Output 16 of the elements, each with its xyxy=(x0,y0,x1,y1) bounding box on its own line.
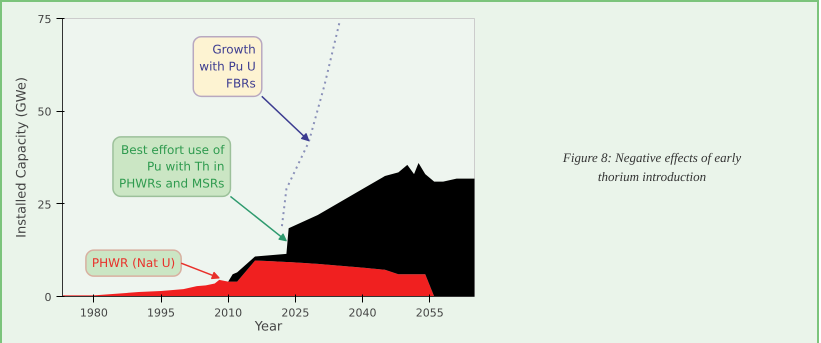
x-tick-label: 2010 xyxy=(214,306,242,320)
x-tick-label: 2040 xyxy=(348,306,377,320)
annotation: PHWR (Nat U) xyxy=(92,256,176,270)
y-tick-label: 25 xyxy=(38,198,52,212)
x-tick-label: 2025 xyxy=(281,306,310,320)
y-tick-label: 50 xyxy=(38,106,52,119)
annotation: Best effort use of Pu with Th in PHWRs and MSRs xyxy=(118,142,226,190)
x-tick-label: 1995 xyxy=(147,306,176,320)
x-tick-label: 2055 xyxy=(416,306,444,320)
y-tick-label: 0 xyxy=(44,291,52,304)
y-tick-label: 75 xyxy=(38,13,52,26)
x-tick-label: 1980 xyxy=(80,306,108,320)
x-axis-title: Year xyxy=(254,320,283,334)
caption: Figure 8: Negative effects of early thorium introduction xyxy=(562,149,742,186)
annotation: Growth with Pu U FBRs xyxy=(199,42,256,90)
y-axis-title: Installed Capacity (GWe) xyxy=(14,77,30,238)
